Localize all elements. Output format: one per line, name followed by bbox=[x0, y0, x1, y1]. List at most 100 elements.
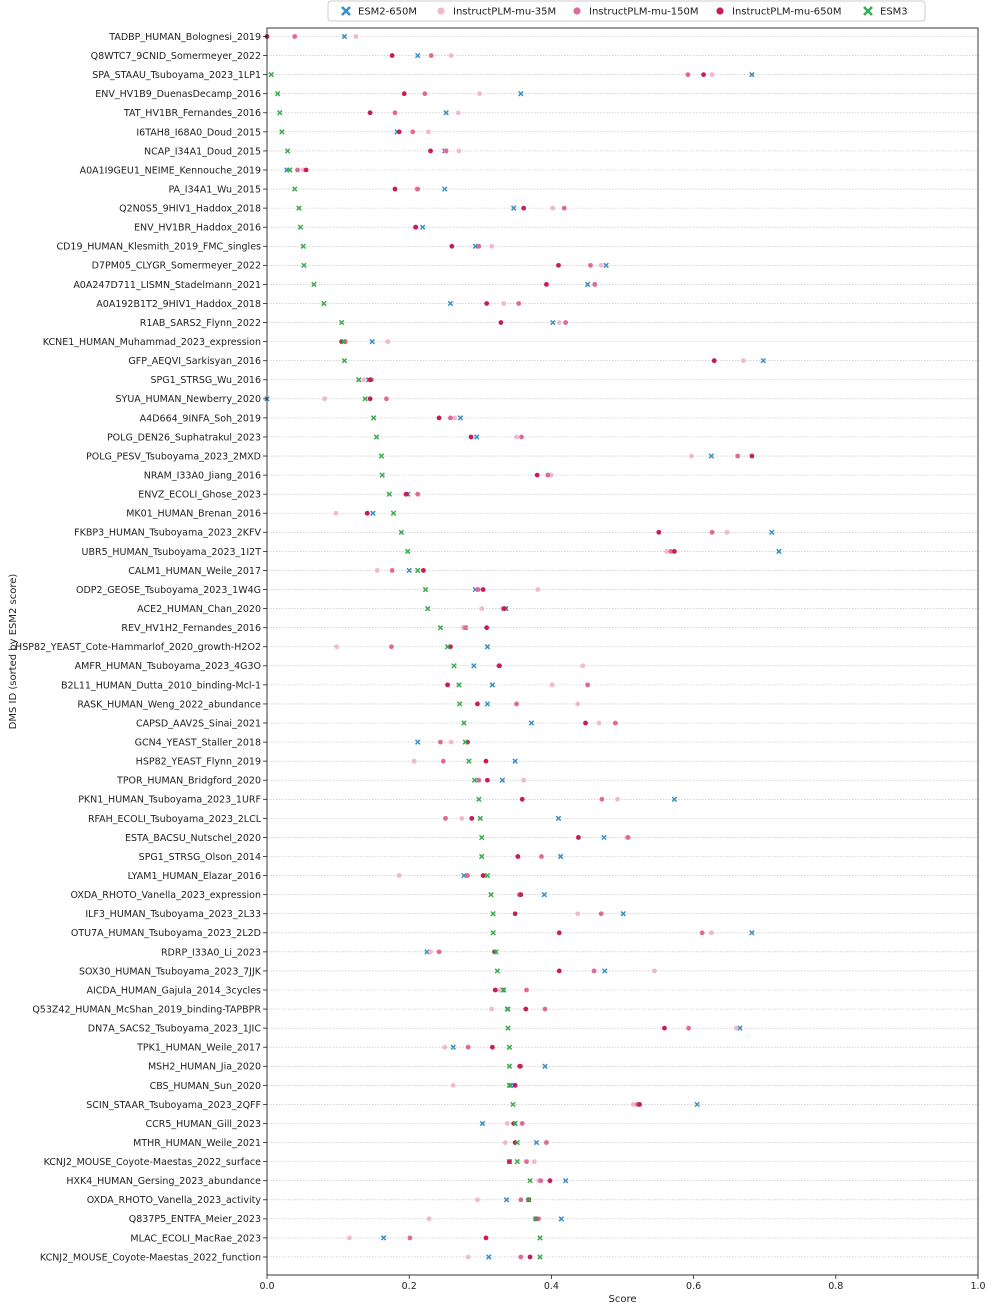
data-point bbox=[461, 720, 467, 726]
data-point bbox=[448, 739, 454, 745]
data-point bbox=[494, 968, 501, 974]
data-point bbox=[504, 1121, 510, 1126]
data-point bbox=[390, 510, 397, 516]
data-point bbox=[476, 796, 482, 803]
data-point bbox=[489, 1044, 495, 1050]
data-point bbox=[685, 72, 691, 78]
data-point bbox=[620, 910, 626, 917]
y-tick-label: SCIN_STAAR_Tsuboyama_2023_2QFF bbox=[86, 1100, 261, 1111]
data-point bbox=[601, 834, 607, 841]
data-point bbox=[442, 1044, 448, 1050]
y-tick-label: RDRP_I33A0_Li_2023 bbox=[161, 947, 261, 958]
y-tick-label: DN7A_SACS2_Tsuboyama_2023_1JIC bbox=[88, 1024, 262, 1035]
data-point bbox=[442, 186, 448, 192]
y-tick-label: TPK1_HUMAN_Weile_2017 bbox=[136, 1043, 261, 1054]
legend: ESM2-650M InstructPLM-mu-35M InstructPLM-m… bbox=[327, 0, 926, 22]
data-point bbox=[518, 1197, 524, 1203]
y-tick-label: CAPSD_AAV2S_Sinai_2021 bbox=[136, 718, 261, 729]
y-tick-label: ESTA_BACSU_Nutschel_2020 bbox=[125, 833, 261, 844]
data-point bbox=[538, 1178, 544, 1184]
data-point bbox=[478, 834, 485, 841]
data-point bbox=[483, 1235, 489, 1241]
data-point bbox=[476, 243, 482, 249]
data-point bbox=[455, 110, 461, 116]
data-point bbox=[514, 1139, 521, 1146]
y-tick-label: PA_I34A1_Wu_2015 bbox=[168, 184, 261, 195]
data-point bbox=[501, 987, 507, 993]
legend-marker bbox=[863, 6, 873, 16]
data-point bbox=[510, 205, 517, 211]
data-point bbox=[512, 1120, 518, 1127]
data-point bbox=[521, 777, 527, 783]
data-point bbox=[443, 110, 449, 116]
data-point bbox=[392, 110, 398, 116]
data-point bbox=[449, 243, 455, 249]
y-tick-label: A0A192B1T2_9HIV1_Haddox_2018 bbox=[96, 299, 261, 310]
y-tick-label: SOX30_HUMAN_Tsuboyama_2023_7JJK bbox=[79, 966, 262, 977]
data-point bbox=[468, 434, 474, 440]
data-point bbox=[699, 930, 705, 936]
y-tick-label: Q8WTC7_9CNID_Somermeyer_2022 bbox=[91, 51, 261, 62]
data-point bbox=[367, 110, 373, 116]
data-point bbox=[301, 262, 307, 269]
data-point bbox=[599, 796, 605, 802]
data-point bbox=[518, 1254, 524, 1260]
data-point bbox=[361, 377, 367, 383]
data-point bbox=[524, 987, 529, 993]
data-point bbox=[709, 529, 715, 535]
x-axis: 0.0 0.2 0.4 0.6 0.8 1.0 bbox=[259, 1275, 986, 1292]
data-point bbox=[656, 529, 662, 535]
y-tick-label: ENV_HV1B9_DuenasDecamp_2016 bbox=[95, 89, 261, 100]
data-point bbox=[484, 301, 490, 306]
data-point bbox=[386, 491, 393, 497]
y-axis-title: DMS ID (sorted by ESM2 score) bbox=[8, 574, 19, 730]
data-point bbox=[341, 338, 347, 345]
data-point bbox=[525, 1197, 532, 1203]
data-point bbox=[662, 1025, 667, 1031]
data-point bbox=[484, 644, 491, 650]
y-tick-label: A0A247D711_LISMN_Stadelmann_2021 bbox=[73, 280, 261, 291]
legend-box bbox=[327, 0, 926, 22]
data-point bbox=[517, 1063, 523, 1069]
y-tick-label: NCAP_I34A1_Doud_2015 bbox=[144, 146, 261, 157]
data-point bbox=[709, 72, 715, 78]
data-point bbox=[556, 262, 561, 268]
data-point bbox=[469, 815, 475, 821]
data-point bbox=[419, 224, 426, 230]
data-point bbox=[367, 396, 373, 402]
data-point bbox=[507, 1159, 512, 1165]
y-tick-label: OXDA_RHOTO_Vanella_2023_activity bbox=[87, 1195, 262, 1206]
x-tick-label: 0.2 bbox=[402, 1281, 417, 1292]
y-tick-label: MSH2_HUMAN_Jia_2020 bbox=[148, 1062, 261, 1073]
data-point bbox=[534, 472, 540, 478]
data-point bbox=[490, 930, 496, 936]
data-point bbox=[480, 587, 486, 592]
y-tick-label: ILF3_HUMAN_Tsuboyama_2023_2L33 bbox=[85, 909, 261, 920]
data-point bbox=[668, 548, 674, 554]
data-point bbox=[603, 262, 609, 269]
y-tick-label: CBS_HUMAN_Sun_2020 bbox=[150, 1081, 261, 1092]
y-tick-label: Q2N0S5_9HIV1_Haddox_2018 bbox=[119, 204, 261, 215]
legend-marker bbox=[573, 7, 581, 15]
legend-marker bbox=[437, 7, 445, 15]
data-point bbox=[549, 682, 555, 688]
data-point bbox=[437, 624, 444, 631]
data-point bbox=[521, 205, 527, 211]
data-point bbox=[274, 90, 281, 97]
y-tick-label: FKBP3_HUMAN_Tsuboyama_2023_2KFV bbox=[74, 528, 261, 539]
legend-label: InstructPLM-mu-650M bbox=[732, 7, 842, 18]
data-point bbox=[415, 739, 421, 745]
data-point bbox=[415, 491, 421, 497]
data-point bbox=[501, 301, 507, 306]
data-point bbox=[485, 777, 490, 783]
data-point bbox=[484, 701, 491, 707]
data-point bbox=[479, 1120, 486, 1127]
data-point bbox=[537, 1235, 543, 1241]
data-point bbox=[749, 453, 755, 459]
data-point bbox=[547, 1178, 553, 1184]
data-point bbox=[396, 873, 402, 878]
data-point bbox=[518, 892, 524, 898]
data-point bbox=[498, 320, 504, 325]
data-point bbox=[406, 567, 412, 574]
y-tick-label: REV_HV1H2_Fernandes_2016 bbox=[121, 623, 261, 634]
